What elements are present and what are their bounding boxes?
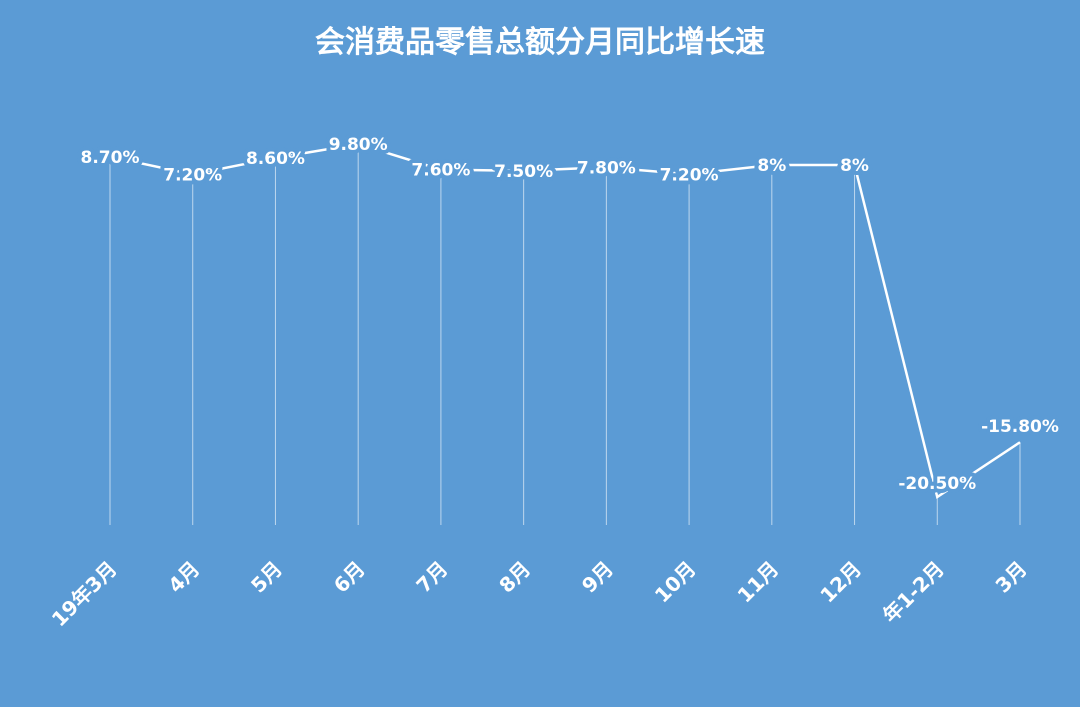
data-label: 7.60% <box>411 161 470 181</box>
data-label: 7.80% <box>577 158 636 178</box>
data-label: 9.80% <box>329 135 388 155</box>
data-label: 8.60% <box>246 149 305 169</box>
line <box>109 142 1021 500</box>
data-label: 7.50% <box>494 162 553 182</box>
data-label: -15.80% <box>981 417 1059 437</box>
data-label: 7.20% <box>660 165 719 185</box>
data-label: 8% <box>757 156 786 176</box>
data-label: 7.20% <box>163 165 222 185</box>
data-label: 8.70% <box>81 148 140 168</box>
chart-title: 会消费品零售总额分月同比增长速 <box>315 25 765 60</box>
data-label: 8% <box>840 156 869 176</box>
data-label: -20.50% <box>898 474 976 494</box>
